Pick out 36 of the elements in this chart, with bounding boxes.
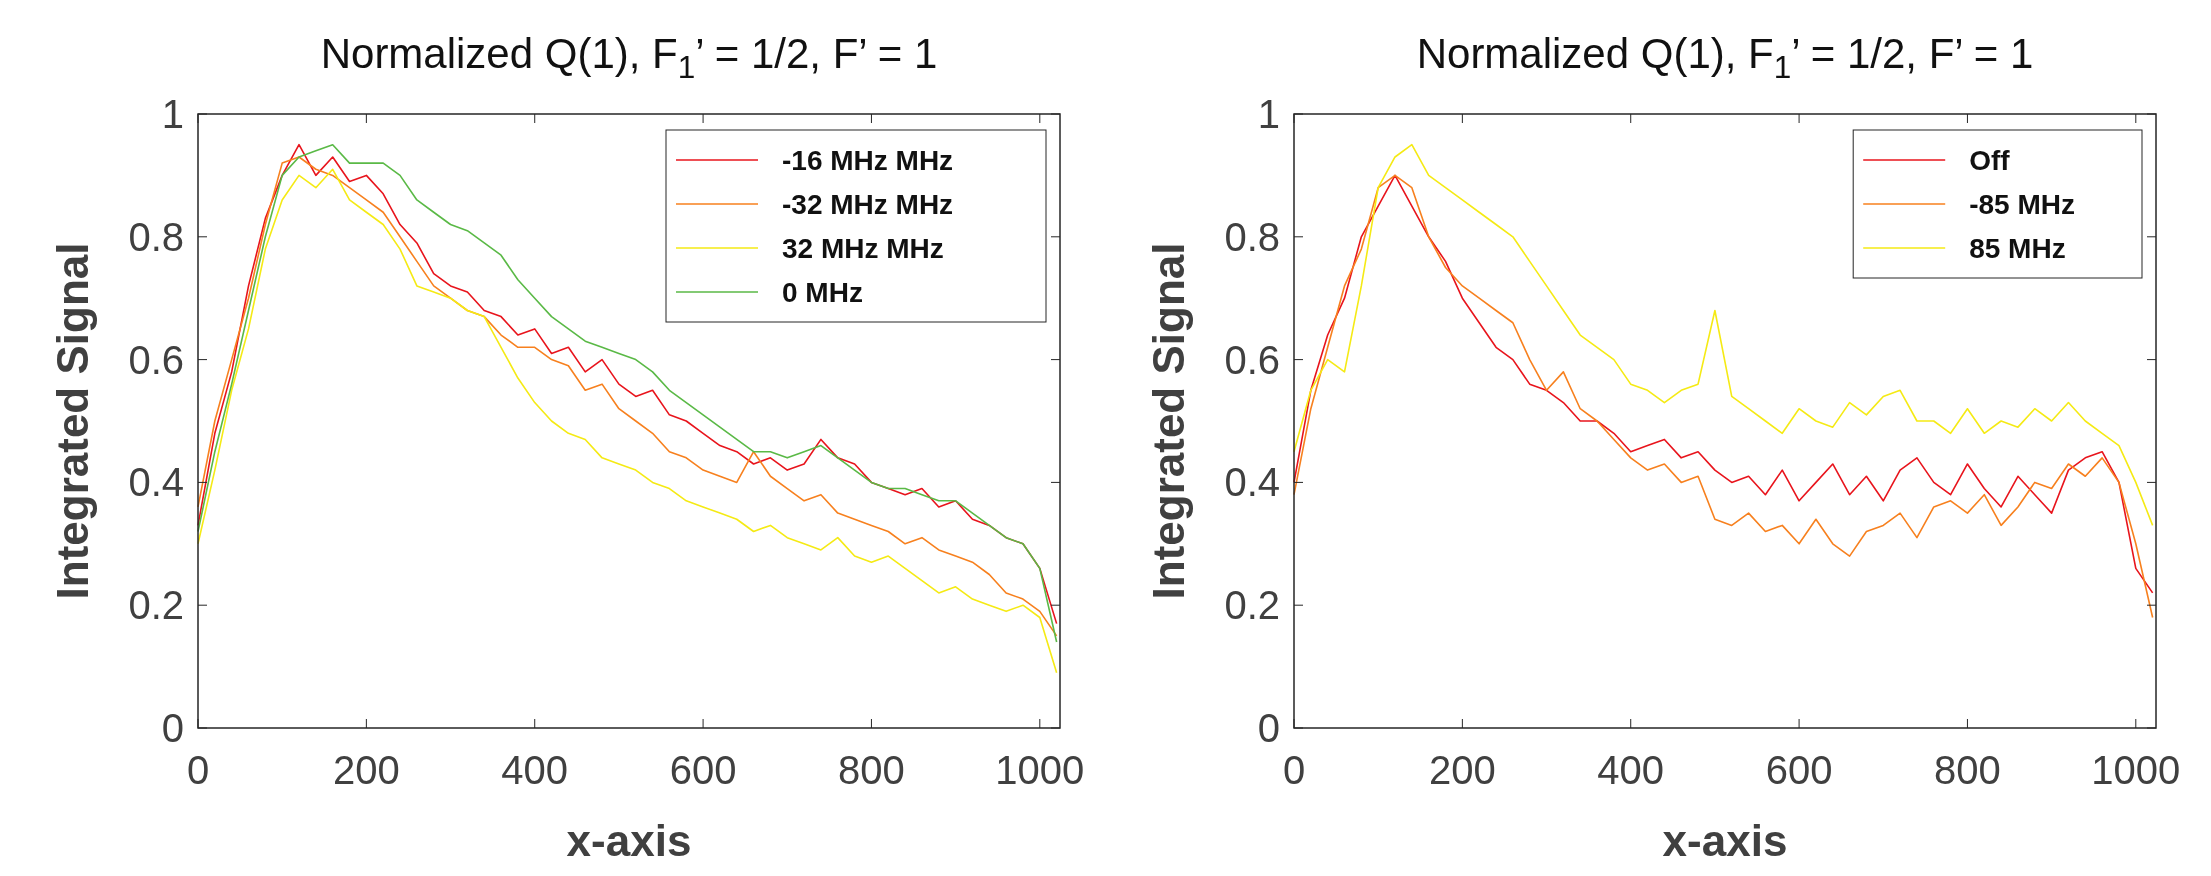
legend-label: Off <box>1969 145 2011 176</box>
x-tick-label: 200 <box>1428 748 1496 792</box>
x-tick-label: 600 <box>669 748 737 792</box>
x-tick-label: 800 <box>838 748 905 792</box>
y-axis-title: Integrated Signal <box>1144 242 1193 600</box>
y-tick-label: 1 <box>161 92 184 136</box>
y-tick-label: 0.8 <box>1224 214 1280 259</box>
y-tick-label: 0.2 <box>1224 583 1280 628</box>
legend-label: -32 MHz MHz <box>782 189 954 220</box>
chart-title: Normalized Q(1), F$_{1}$’ = 1/2, F’ = 1 <box>320 30 938 85</box>
legend-label: 0 MHz <box>782 277 863 308</box>
legend-label: -85 MHz <box>1969 189 2075 220</box>
x-tick-label: 1000 <box>2091 748 2181 792</box>
y-tick-label: 0.4 <box>1224 460 1280 505</box>
x-tick-label: 1000 <box>995 748 1085 792</box>
x-axis-title: x-axis <box>566 816 692 865</box>
y-axis-title: Integrated Signal <box>48 242 97 600</box>
y-tick-label: 1 <box>1257 92 1280 136</box>
x-tick-label: 800 <box>1934 748 2001 792</box>
x-tick-label: 600 <box>1765 748 1833 792</box>
x-tick-label: 400 <box>501 748 569 792</box>
x-axis-title: x-axis <box>1662 816 1788 865</box>
legend-label: 85 MHz <box>1969 233 2066 264</box>
y-tick-label: 0.6 <box>128 337 184 382</box>
y-tick-label: 0 <box>1257 706 1280 750</box>
x-tick-label: 200 <box>332 748 400 792</box>
line-series <box>1293 143 2154 527</box>
y-tick-label: 0 <box>161 706 184 750</box>
legend-label: 32 MHz MHz <box>782 233 944 264</box>
y-tick-label: 0.2 <box>128 583 184 628</box>
y-tick-label: 0.4 <box>128 460 184 505</box>
x-tick-label: 400 <box>1597 748 1665 792</box>
y-tick-label: 0.6 <box>1224 337 1280 382</box>
chart-title: Normalized Q(1), F$_{1}$’ = 1/2, F’ = 1 <box>1416 30 2034 85</box>
y-tick-label: 0.8 <box>128 214 184 259</box>
legend-label: -16 MHz MHz <box>782 145 954 176</box>
